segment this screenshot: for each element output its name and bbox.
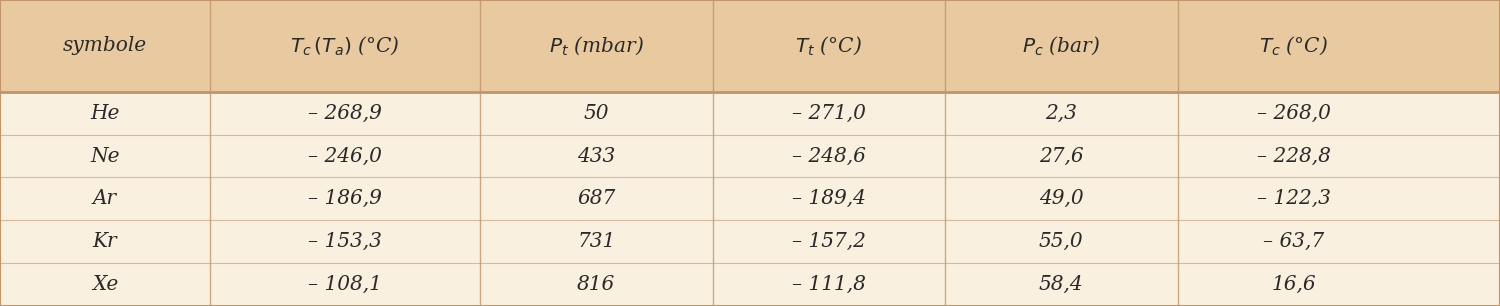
Text: – 157,2: – 157,2	[792, 232, 865, 251]
Text: – 186,9: – 186,9	[308, 189, 382, 208]
Text: 433: 433	[578, 147, 615, 166]
Text: 49,0: 49,0	[1040, 189, 1083, 208]
Text: – 153,3: – 153,3	[308, 232, 382, 251]
Text: – 111,8: – 111,8	[792, 275, 865, 294]
Text: 27,6: 27,6	[1040, 147, 1083, 166]
Text: Kr: Kr	[93, 232, 117, 251]
Text: 687: 687	[578, 189, 615, 208]
Text: 2,3: 2,3	[1046, 104, 1077, 123]
Text: Ar: Ar	[93, 189, 117, 208]
Text: Xe: Xe	[92, 275, 118, 294]
Text: – 63,7: – 63,7	[1263, 232, 1324, 251]
Text: Ne: Ne	[90, 147, 120, 166]
Text: $\mathit{T_t}$ (°C): $\mathit{T_t}$ (°C)	[795, 35, 862, 57]
Bar	[0, 0, 1500, 92]
Text: – 248,6: – 248,6	[792, 147, 865, 166]
Text: 816: 816	[578, 275, 615, 294]
Text: – 246,0: – 246,0	[308, 147, 382, 166]
Text: – 122,3: – 122,3	[1257, 189, 1330, 208]
Text: 58,4: 58,4	[1040, 275, 1083, 294]
Text: He: He	[90, 104, 120, 123]
Text: – 268,0: – 268,0	[1257, 104, 1330, 123]
Text: – 189,4: – 189,4	[792, 189, 865, 208]
Text: – 108,1: – 108,1	[308, 275, 382, 294]
Text: 50: 50	[584, 104, 609, 123]
Text: $\mathit{P_t}$ (mbar): $\mathit{P_t}$ (mbar)	[549, 35, 644, 57]
Text: – 268,9: – 268,9	[308, 104, 382, 123]
Text: $\mathit{P_c}$ (bar): $\mathit{P_c}$ (bar)	[1022, 35, 1101, 57]
Text: – 228,8: – 228,8	[1257, 147, 1330, 166]
Text: $\mathit{T_c}\,(\mathit{T_a})$ (°C): $\mathit{T_c}\,(\mathit{T_a})$ (°C)	[290, 35, 400, 57]
Text: symbole: symbole	[63, 36, 147, 55]
Text: 731: 731	[578, 232, 615, 251]
Text: 55,0: 55,0	[1040, 232, 1083, 251]
Text: – 271,0: – 271,0	[792, 104, 865, 123]
Text: 16,6: 16,6	[1272, 275, 1316, 294]
Text: $\mathit{T_c}$ (°C): $\mathit{T_c}$ (°C)	[1258, 35, 1329, 57]
